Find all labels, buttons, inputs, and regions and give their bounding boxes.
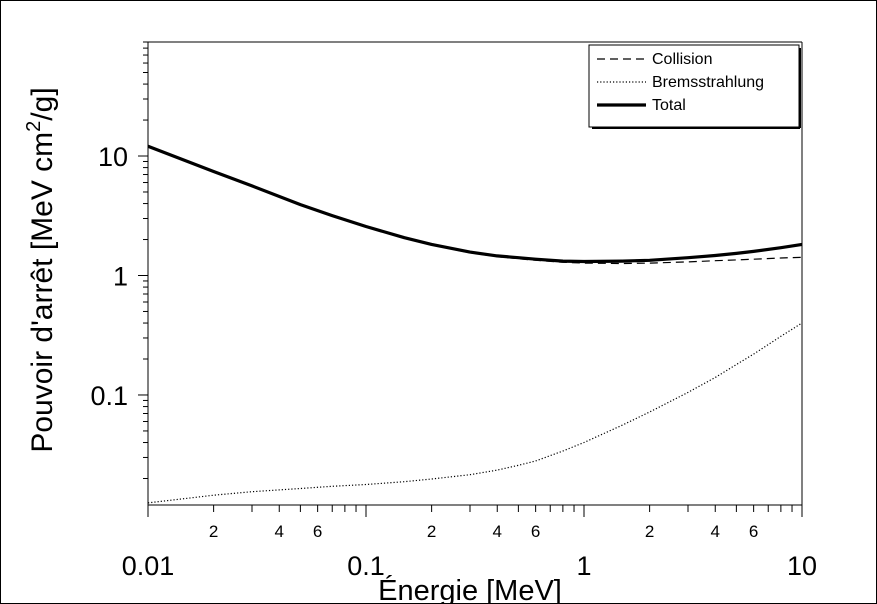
y-axis-label-tail: /g] — [26, 87, 59, 120]
x-minor-tick-label: 6 — [749, 522, 758, 541]
x-minor-tick-label: 2 — [645, 522, 654, 541]
legend-label-total: Total — [652, 97, 686, 114]
x-minor-tick-label: 4 — [275, 522, 284, 541]
x-minor-tick-label: 4 — [493, 522, 502, 541]
x-minor-tick-label: 4 — [711, 522, 720, 541]
x-major-tick-label: 10 — [787, 551, 817, 581]
y-axis-label-text: Pouvoir d'arrêt [MeV cm — [26, 132, 59, 453]
y-major-tick-label: 1 — [113, 261, 128, 291]
y-axis-label: Pouvoir d'arrêt [MeV cm2/g] — [23, 87, 59, 452]
x-minor-tick-label: 6 — [531, 522, 540, 541]
legend-label-collision: Collision — [652, 51, 712, 68]
series-line-bremsstrahlung — [147, 322, 803, 504]
data-series — [147, 144, 803, 504]
x-major-tick-label: 0.1 — [347, 551, 385, 581]
x-minor-tick-label: 2 — [427, 522, 436, 541]
series-line-collision — [147, 146, 803, 265]
y-major-tick-label: 0.1 — [90, 381, 128, 411]
x-major-tick-label: 0.01 — [122, 551, 175, 581]
plot-axes — [147, 41, 803, 506]
x-minor-tick-label: 2 — [209, 522, 218, 541]
legend: Collision Bremsstrahlung Total — [588, 44, 801, 129]
series-line-total — [147, 144, 803, 264]
y-major-tick-label: 10 — [98, 142, 128, 172]
legend-label-bremsstrahlung: Bremsstrahlung — [652, 74, 764, 91]
x-axis-label: Énergie [MeV] — [378, 574, 562, 604]
y-axis-label-superscript: 2 — [23, 121, 45, 132]
axis-ticks: 0.01 0.1 1 10 2 4 6 2 4 6 2 4 6 0.1 1 10 — [90, 41, 817, 581]
x-minor-tick-label: 6 — [313, 522, 322, 541]
x-major-tick-label: 1 — [576, 551, 591, 581]
